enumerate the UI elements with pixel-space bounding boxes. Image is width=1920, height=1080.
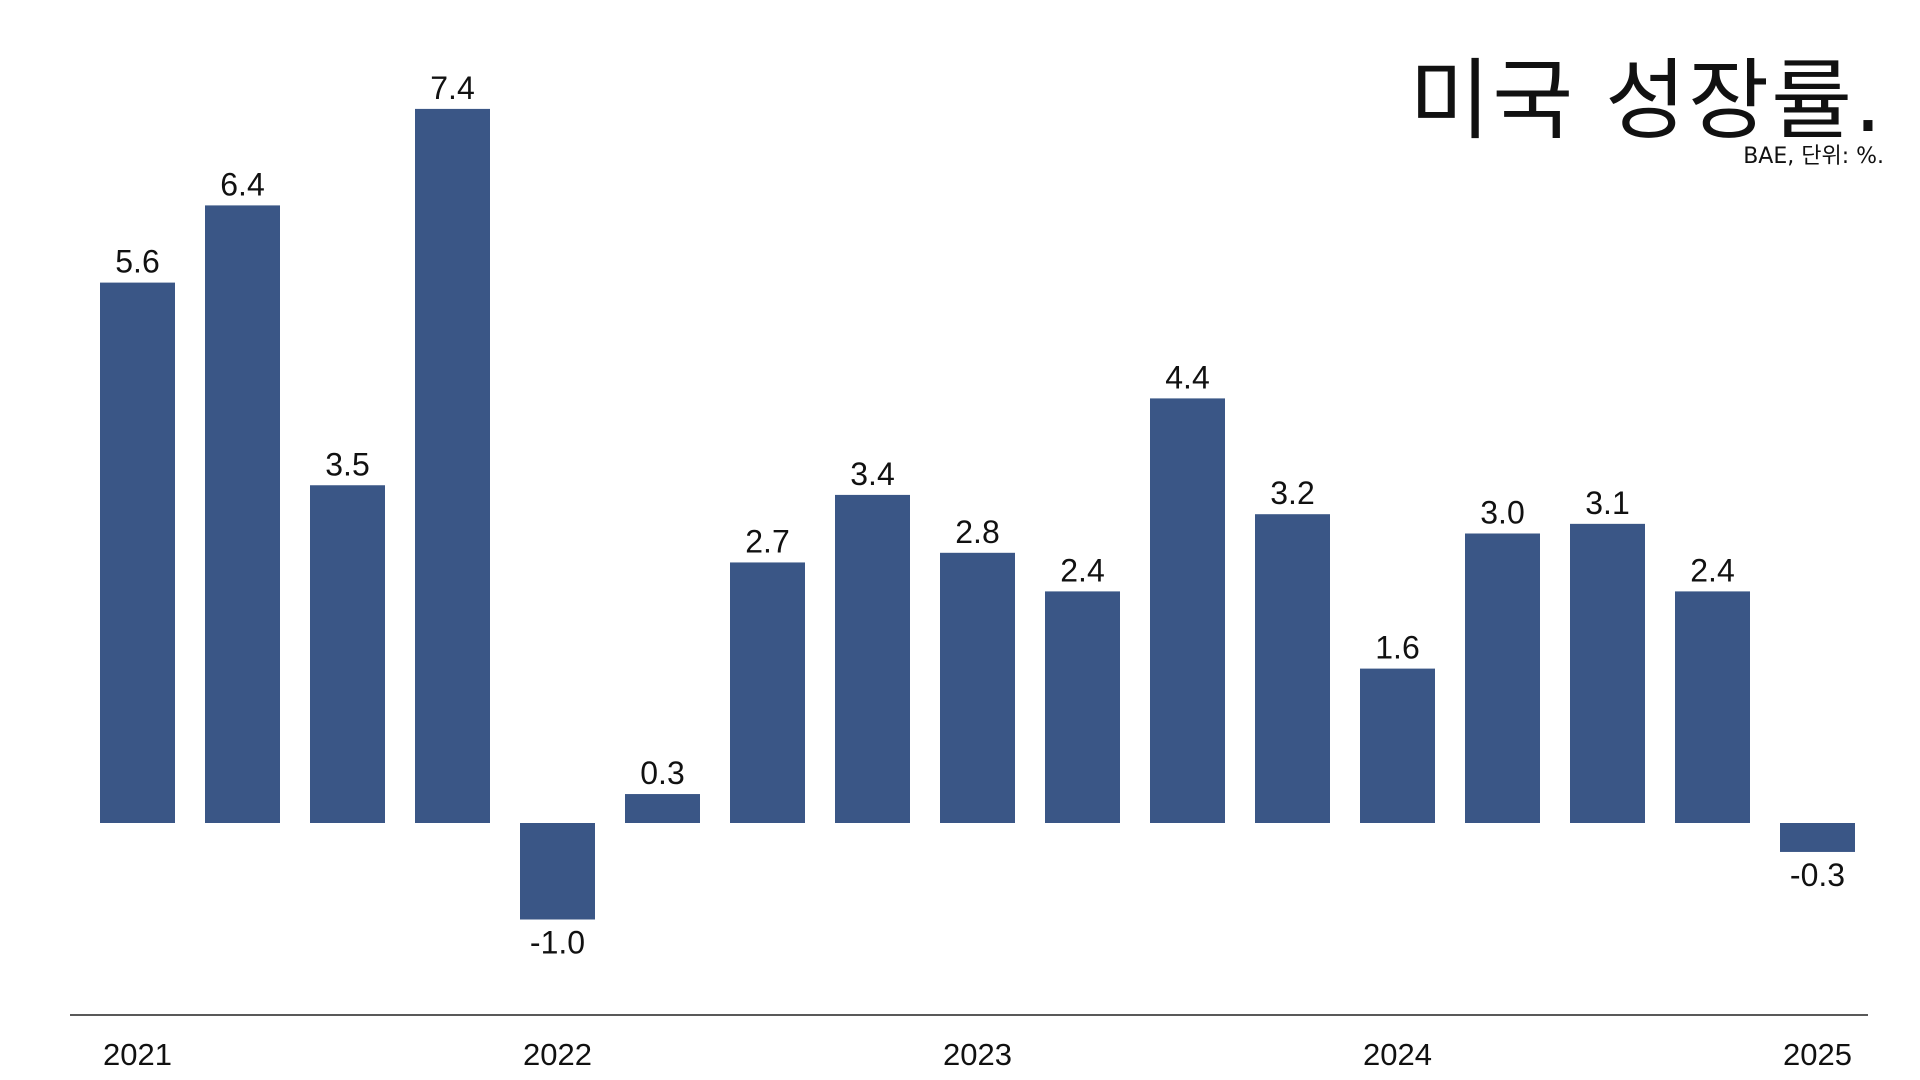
value-label: 5.6 <box>115 244 159 280</box>
x-tick-label-2025: 2025 <box>1783 1037 1852 1072</box>
bar-2024-q3 <box>1570 523 1645 823</box>
bar-2025-q1 <box>1780 823 1855 852</box>
value-label: 0.3 <box>640 755 684 791</box>
value-label: 2.4 <box>1060 552 1104 588</box>
bar-2021-q3 <box>310 485 385 823</box>
value-labels-group: 5.6 6.4 3.5 7.4 -1.0 0.3 2.7 3.4 2.8 2.4 4.4 3.2 1.6… <box>115 70 1845 961</box>
bar-2023-q3 <box>1150 398 1225 823</box>
bar-2024-q2 <box>1465 533 1540 823</box>
value-label: 3.4 <box>850 456 894 492</box>
x-tick-labels-group: 2021 2022 2023 2024 2025 <box>103 1037 1852 1072</box>
bars-group <box>100 108 1855 920</box>
bar-2021-q1 <box>100 282 175 824</box>
x-tick-label-2023: 2023 <box>943 1037 1012 1072</box>
bar-2022-q1 <box>520 823 595 920</box>
bar-2023-q1 <box>940 552 1015 823</box>
value-label: 2.4 <box>1690 552 1734 588</box>
value-label: -1.0 <box>530 925 585 961</box>
bar-2023-q4 <box>1255 514 1330 823</box>
chart-title: 미국 성장률. <box>1409 49 1884 152</box>
value-label: 6.4 <box>220 166 264 202</box>
bar-2022-q3 <box>730 562 805 823</box>
value-label: 3.2 <box>1270 475 1314 511</box>
chart-subtitle: BAE, 단위: %. <box>1743 144 1884 169</box>
bar-2024-q1 <box>1360 668 1435 823</box>
bar-2023-q2 <box>1045 591 1120 823</box>
bar-2022-q2 <box>625 794 700 823</box>
value-label: 4.4 <box>1165 359 1209 395</box>
value-label: 1.6 <box>1375 630 1419 666</box>
x-tick-label-2021: 2021 <box>103 1037 172 1072</box>
value-label: 3.5 <box>325 446 369 482</box>
value-label: 2.8 <box>955 514 999 550</box>
value-label: 3.0 <box>1480 495 1524 531</box>
bar-2021-q2 <box>205 205 280 823</box>
bar-2021-q4 <box>415 108 490 823</box>
bar-2024-q4 <box>1675 591 1750 823</box>
value-label: 2.7 <box>745 523 789 559</box>
bar-2022-q4 <box>835 494 910 823</box>
x-tick-label-2024: 2024 <box>1363 1037 1432 1072</box>
value-label: -0.3 <box>1790 857 1845 893</box>
value-label: 7.4 <box>430 70 474 106</box>
value-label: 3.1 <box>1585 485 1629 521</box>
x-tick-label-2022: 2022 <box>523 1037 592 1072</box>
